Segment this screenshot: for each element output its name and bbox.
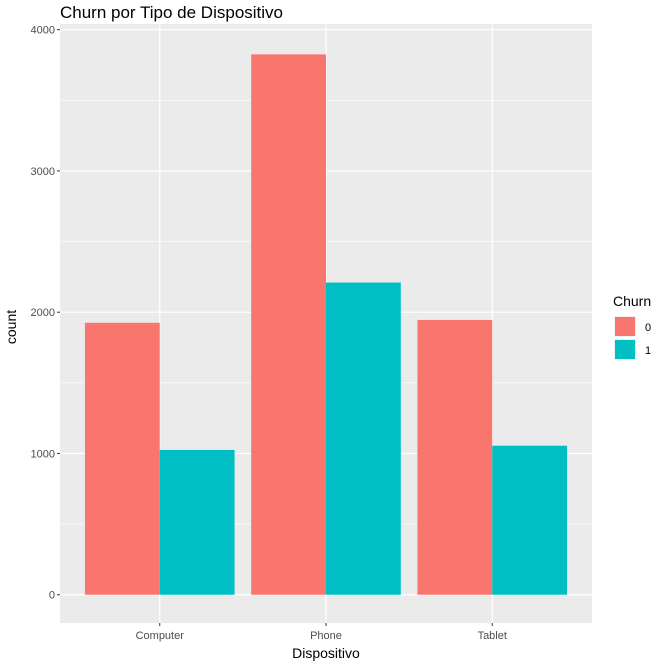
legend-title: Churn bbox=[613, 293, 651, 309]
y-tick-label: 3000 bbox=[31, 166, 55, 178]
x-tick-label: Computer bbox=[136, 630, 185, 642]
bars bbox=[84, 54, 568, 595]
x-tick-label: Tablet bbox=[478, 630, 507, 642]
x-tick-label: Phone bbox=[310, 630, 342, 642]
x-axis-title: Dispositivo bbox=[292, 645, 360, 661]
bar-tablet-churn-1 bbox=[492, 445, 568, 595]
y-tick-label: 0 bbox=[49, 590, 55, 602]
legend-label-1: 1 bbox=[645, 345, 651, 357]
bar-computer-churn-1 bbox=[159, 449, 235, 595]
legend-key-1 bbox=[615, 340, 635, 359]
y-tick-label: 2000 bbox=[31, 307, 55, 319]
legend: Churn 0 1 bbox=[613, 293, 651, 360]
y-axis-title: count bbox=[3, 310, 19, 344]
bar-phone-churn-0 bbox=[251, 54, 326, 595]
axes: 0 1000 2000 3000 4000 Computer Phone Tablet bbox=[31, 25, 507, 642]
legend-key-0 bbox=[615, 317, 635, 336]
bar-phone-churn-1 bbox=[326, 282, 401, 595]
chart-title: Churn por Tipo de Dispositivo bbox=[60, 3, 283, 22]
bar-computer-churn-0 bbox=[84, 322, 160, 595]
legend-label-0: 0 bbox=[645, 322, 651, 334]
y-tick-label: 1000 bbox=[31, 448, 55, 460]
y-tick-label: 4000 bbox=[31, 25, 55, 37]
bar-tablet-churn-0 bbox=[417, 319, 493, 595]
